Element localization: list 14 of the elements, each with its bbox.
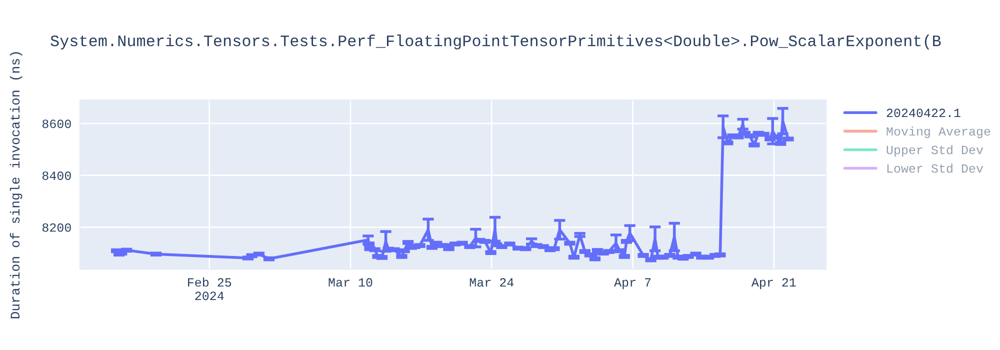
x-tick-label: Mar 10 [328, 278, 372, 287]
y-tick-label: 8200 [42, 223, 71, 232]
x-tick-label: Apr 21 [751, 278, 796, 290]
x-tick-label: Feb 25 2024 [188, 277, 232, 300]
chart-title: System.Numerics.Tensors.Tests.Perf_FloatingPointTensorPrimitives<Double>.Pow_ScalarExponent(B [50, 34, 941, 50]
y-axis-title: Duration of single invocation (ns) [10, 52, 22, 318]
legend-label: Moving Average [886, 126, 990, 138]
legend-label: Lower Std Dev [887, 164, 984, 173]
y-tick-label: 8400 [42, 171, 71, 180]
x-tick-label: Mar 24 [470, 278, 514, 287]
legend-label: 20240422.1 [886, 108, 960, 118]
x-tick-label: Apr 7 [614, 278, 651, 290]
y-tick-label: 8600 [42, 120, 71, 128]
legend-label: Upper Std Dev [886, 145, 984, 157]
